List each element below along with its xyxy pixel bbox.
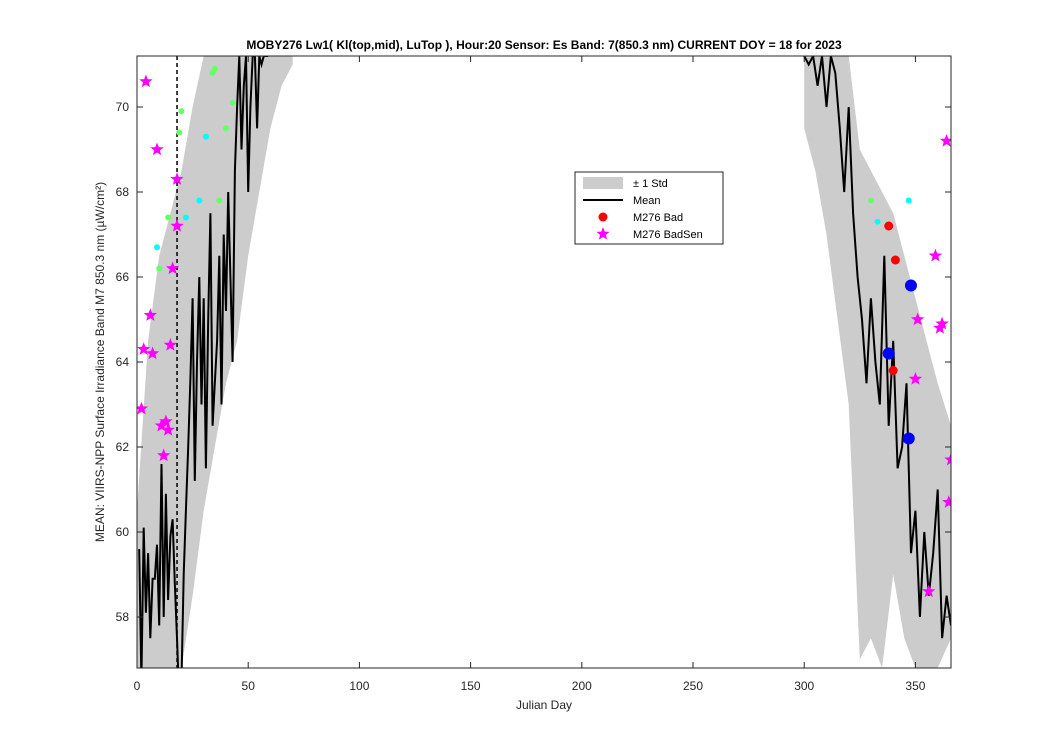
y-tick-label: 66 [116, 270, 130, 284]
badsen-point [935, 316, 949, 330]
badsen-point [139, 74, 153, 88]
mean-line-0 [138, 56, 269, 668]
y-tick-label: 60 [116, 525, 130, 539]
legend-badsen-swatch [596, 227, 610, 240]
badsen-point [928, 248, 943, 262]
legend-bad-swatch [598, 212, 608, 222]
legend-label: ± 1 Std [633, 178, 668, 190]
blue-point [882, 347, 895, 360]
badsen-point [944, 452, 951, 466]
green-point [178, 108, 185, 115]
legend-label: M276 BadSen [633, 229, 703, 241]
cyan-point [202, 133, 209, 140]
badsen-point [159, 414, 173, 428]
y-tick-label: 62 [116, 440, 130, 454]
badsen-point [161, 423, 175, 436]
std-band-late [804, 56, 951, 668]
blue-point [904, 279, 917, 292]
y-tick-label: 68 [116, 185, 130, 199]
badsen-point [170, 219, 184, 232]
cyan-point [905, 197, 912, 204]
bad-point [890, 255, 900, 265]
badsen-point [942, 495, 951, 508]
cyan-point [154, 244, 161, 251]
x-tick-label: 0 [134, 679, 141, 693]
x-axis-label: Julian Day [516, 698, 572, 712]
x-tick-label: 250 [683, 679, 703, 693]
badsen-point [145, 346, 160, 360]
y-tick-label: 64 [116, 355, 130, 369]
chart-title: MOBY276 Lw1( Kl(top,mid), LuTop ), Hour:… [246, 38, 842, 52]
badsen-point [908, 372, 923, 385]
x-tick-label: 100 [349, 679, 369, 693]
badsen-point [910, 312, 925, 326]
cyan-point [182, 214, 189, 221]
legend: ± 1 Std Mean M276 Bad M276 BadSen [574, 171, 724, 245]
badsen-point [939, 134, 951, 147]
green-point [229, 99, 236, 106]
badsen-point [165, 261, 180, 275]
green-point [176, 129, 183, 136]
mean-line-1 [803, 56, 951, 639]
y-tick-label: 58 [116, 610, 130, 624]
x-tick-label: 150 [461, 679, 481, 693]
green-point [222, 125, 229, 132]
badsen-point [143, 308, 157, 321]
green-point [211, 65, 218, 72]
y-axis-label: MEAN: VIIRS-NPP Surface Irradiance Band … [93, 182, 107, 542]
bad-point [888, 366, 898, 375]
x-tick-label: 50 [242, 679, 256, 693]
cyan-point [196, 197, 203, 204]
badsen-point [157, 448, 171, 462]
badsen-point [137, 342, 151, 355]
y-axis: 58 60 62 64 66 68 70 [116, 100, 951, 624]
badsen-point [150, 142, 164, 156]
x-axis: 0 50 100 150 200 250 300 350 [134, 56, 926, 693]
x-tick-label: 350 [905, 679, 925, 693]
blue-point [902, 432, 915, 445]
badsen-point [137, 401, 149, 415]
badsen-point [154, 418, 169, 432]
y-tick-label: 70 [116, 100, 130, 114]
green-point [156, 265, 163, 272]
green-point [867, 197, 874, 204]
std-band-early [137, 56, 293, 668]
bad-point [884, 221, 894, 231]
badsen-point [922, 584, 936, 598]
badsen-point [170, 172, 184, 185]
legend-std-swatch [583, 177, 623, 189]
x-tick-label: 200 [572, 679, 592, 693]
green-point [165, 214, 172, 221]
badsen-point [163, 338, 178, 351]
green-point [216, 197, 223, 204]
legend-label: M276 Bad [633, 212, 683, 224]
plot-content [137, 56, 951, 668]
legend-label: Mean [633, 195, 661, 207]
x-tick-label: 300 [794, 679, 814, 693]
cyan-point [874, 218, 881, 225]
